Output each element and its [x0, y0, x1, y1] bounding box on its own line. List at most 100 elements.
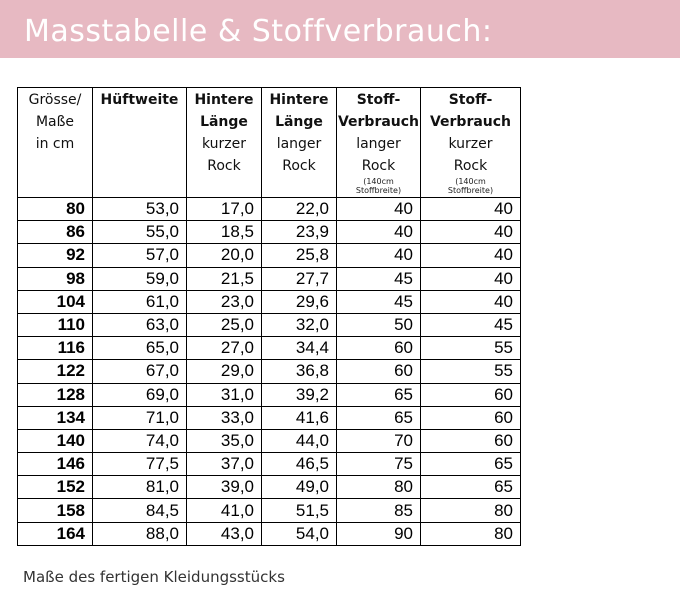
table-cell: 75 — [336, 452, 421, 477]
column-header-line: Verbrauch — [337, 114, 420, 130]
table-cell: 71,0 — [92, 405, 187, 430]
table-row: 158 84,5 41,0 51,5 85 80 — [17, 498, 521, 523]
title-banner: Masstabelle & Stoffverbrauch: — [0, 0, 680, 58]
column-header-line: kurzer — [201, 136, 247, 152]
table-cell: 35,0 — [186, 428, 262, 454]
table-cell: 36,8 — [261, 359, 337, 384]
table-cell: 41,0 — [186, 498, 262, 523]
table-cell: 57,0 — [92, 243, 187, 268]
table-cell: 22,0 — [261, 196, 337, 222]
table-cell: 53,0 — [92, 196, 187, 222]
column-header-line: Hintere — [194, 92, 254, 108]
size-cell: 92 — [17, 243, 93, 268]
table-cell: 88,0 — [92, 521, 187, 546]
table-cell: 61,0 — [92, 289, 187, 314]
table-cell: 65,0 — [92, 336, 187, 361]
column-header-line: in cm — [35, 136, 75, 152]
table-cell: 39,2 — [261, 382, 337, 407]
table-cell: 45 — [336, 289, 421, 314]
column-header-line: Verbrauch — [429, 114, 512, 130]
size-cell: 140 — [17, 428, 93, 454]
table-cell: 40 — [420, 243, 521, 268]
column-header-line: Länge — [275, 114, 323, 130]
table-row: 80 53,0 17,0 22,0 40 40 — [17, 196, 521, 222]
table-cell: 40 — [420, 196, 521, 222]
column-header-line: Stoff- — [448, 92, 493, 108]
table-cell: 49,0 — [261, 475, 337, 500]
table-cell: 29,6 — [261, 289, 337, 314]
table-cell: 32,0 — [261, 312, 337, 338]
table-cell: 40 — [336, 196, 421, 222]
size-cell: 110 — [17, 312, 93, 338]
table-row: 140 74,0 35,0 44,0 70 60 — [17, 428, 521, 454]
table-cell: 37,0 — [186, 452, 262, 477]
table-cell: 41,6 — [261, 405, 337, 430]
table-cell: 59,0 — [92, 266, 187, 291]
table-cell: 29,0 — [186, 359, 262, 384]
table-cell: 43,0 — [186, 521, 262, 546]
size-cell: 116 — [17, 336, 93, 361]
column-header-line: Rock — [361, 158, 396, 174]
table-cell: 51,5 — [261, 498, 337, 523]
table-cell: 77,5 — [92, 452, 187, 477]
table-row: 122 67,0 29,0 36,8 60 55 — [17, 359, 521, 384]
table-row: 98 59,0 21,5 27,7 45 40 — [17, 266, 521, 291]
table-caption: Maße des fertigen Kleidungsstücks — [23, 568, 285, 586]
table-body: 80 53,0 17,0 22,0 40 40 86 55,0 18,5 23,9 40 40 92 57… — [17, 196, 521, 546]
table-cell: 23,0 — [186, 289, 262, 314]
column-header-line: Maße — [35, 114, 75, 130]
table-cell: 70 — [336, 428, 421, 454]
size-cell: 86 — [17, 220, 93, 245]
column-header-line: Rock — [282, 158, 316, 174]
table-cell: 50 — [336, 312, 421, 338]
size-table: Grösse/Maße in cm Hüftweite Hintere Länge kur… — [17, 87, 521, 546]
table-row: 92 57,0 20,0 25,8 40 40 — [17, 243, 521, 268]
table-cell: 44,0 — [261, 428, 337, 454]
column-header: Stoff- Verbrauch kurzer Rock (140cm Stoffbrei… — [420, 87, 521, 198]
column-header-line: Grösse/ — [28, 92, 82, 108]
table-row: 86 55,0 18,5 23,9 40 40 — [17, 220, 521, 245]
table-cell: 54,0 — [261, 521, 337, 546]
table-cell: 65 — [336, 382, 421, 407]
table-cell: 33,0 — [186, 405, 262, 430]
table-cell: 55 — [420, 359, 521, 384]
table-row: 164 88,0 43,0 54,0 90 80 — [17, 521, 521, 546]
table-cell: 46,5 — [261, 452, 337, 477]
table-cell: 23,9 — [261, 220, 337, 245]
table-cell: 65 — [336, 405, 421, 430]
table-cell: 60 — [336, 336, 421, 361]
table-cell: 17,0 — [186, 196, 262, 222]
table-cell: 18,5 — [186, 220, 262, 245]
table-header-row: Grösse/Maße in cm Hüftweite Hintere Länge kur… — [17, 87, 521, 198]
size-cell: 152 — [17, 475, 93, 500]
table-cell: 80 — [420, 498, 521, 523]
table-cell: 25,0 — [186, 312, 262, 338]
size-cell: 80 — [17, 196, 93, 222]
table-cell: 81,0 — [92, 475, 187, 500]
table-cell: 60 — [420, 382, 521, 407]
column-header-line: Länge — [200, 114, 248, 130]
table-row: 116 65,0 27,0 34,4 60 55 — [17, 336, 521, 361]
table-cell: 85 — [336, 498, 421, 523]
size-cell: 122 — [17, 359, 93, 384]
table-cell: 60 — [420, 428, 521, 454]
table-cell: 67,0 — [92, 359, 187, 384]
column-header-line: Stoff- — [356, 92, 401, 108]
table-cell: 27,7 — [261, 266, 337, 291]
table-row: 104 61,0 23,0 29,6 45 40 — [17, 289, 521, 314]
table-cell: 55,0 — [92, 220, 187, 245]
table-cell: 40 — [420, 220, 521, 245]
table-cell: 20,0 — [186, 243, 262, 268]
table-cell: 60 — [420, 405, 521, 430]
table-cell: 74,0 — [92, 428, 187, 454]
column-header-line: langer — [276, 136, 322, 152]
column-header: Hintere Länge kurzer Rock — [186, 87, 262, 198]
column-header: Stoff- Verbrauch langer Rock (140cm Stoffbrei… — [336, 87, 421, 198]
column-header-note: (140cm — [455, 177, 486, 186]
size-cell: 104 — [17, 289, 93, 314]
table-row: 152 81,0 39,0 49,0 80 65 — [17, 475, 521, 500]
table-row: 146 77,5 37,0 46,5 75 65 — [17, 452, 521, 477]
table-cell: 65 — [420, 452, 521, 477]
column-header-note: Stoffbreite) — [355, 186, 402, 195]
size-cell: 128 — [17, 382, 93, 407]
